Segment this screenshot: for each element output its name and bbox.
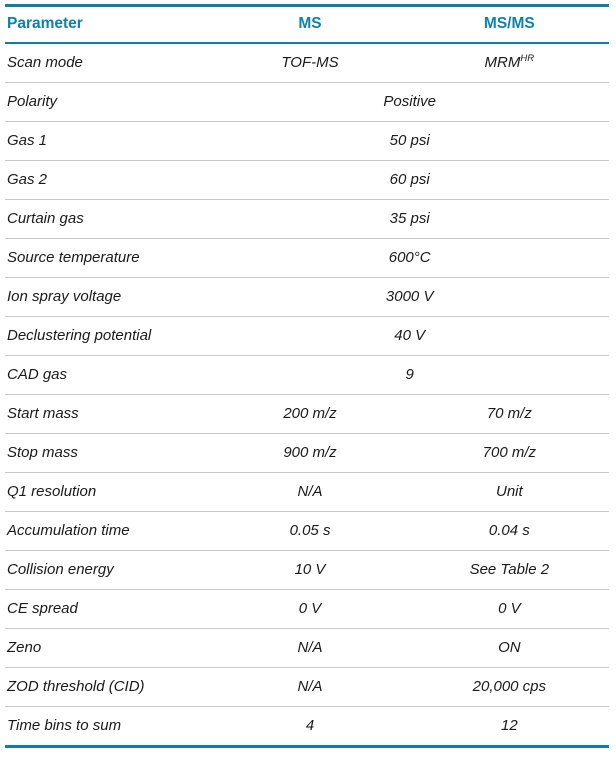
value-superscript: HR [520, 53, 535, 64]
msms-value-cell: MRMHR [409, 43, 609, 83]
table-row: Declustering potential 40 V [5, 316, 609, 356]
table-row: Ion spray voltage 3000 V [5, 277, 609, 317]
ms-value-cell: N/A [210, 667, 410, 707]
msms-value-cell: Unit [409, 472, 609, 512]
msms-value-cell: 0 V [409, 589, 609, 629]
parameter-name-cell: Gas 2 [5, 160, 211, 200]
parameter-name-cell: Accumulation time [5, 511, 211, 551]
table-row: Collision energy 10 V See Table 2 [5, 550, 609, 590]
table-row: Polarity Positive [5, 82, 609, 122]
msms-value-cell: 20,000 cps [409, 667, 609, 707]
column-header-msms: MS/MS [409, 5, 609, 44]
table-row: Q1 resolution N/A Unit [5, 472, 609, 512]
shared-value-cell: 3000 V [210, 277, 609, 317]
ms-value-cell: 4 [305, 717, 315, 734]
parameter-name-cell: CE spread [5, 589, 211, 629]
shared-value-cell: 60 psi [210, 160, 609, 200]
table-row: Gas 1 50 psi [5, 121, 609, 161]
table-row: Accumulation time 0.05 s 0.04 s [5, 511, 609, 551]
shared-value-cell: 50 psi [210, 121, 609, 161]
table-body: Scan mode TOF-MS MRMHR Polarity Positive Gas … [5, 43, 609, 747]
parameter-name-cell: Polarity [5, 82, 211, 122]
table-row: Scan mode TOF-MS MRMHR [5, 43, 609, 83]
parameter-name-cell: Declustering potential [5, 316, 211, 356]
table-row: Curtain gas 35 psi [5, 199, 609, 239]
shared-value-cell: 35 psi [210, 199, 609, 239]
parameter-name-cell: Zeno [5, 628, 211, 668]
parameter-name-cell: Scan mode [5, 43, 211, 83]
msms-value-cell: 0.04 s [409, 511, 609, 551]
ms-value-cell: 0.05 s [210, 511, 410, 551]
table-row: Time bins to sum 4 12 [5, 707, 609, 747]
msms-value-cell: 12 [500, 717, 518, 734]
column-header-ms: MS [210, 5, 410, 44]
parameter-name-cell: Source temperature [5, 238, 211, 278]
parameter-name-cell: Time bins to sum [7, 717, 122, 734]
shared-value-cell: 600°C [210, 238, 609, 278]
ms-value-cell: 900 m/z [210, 433, 410, 473]
parameter-name-cell: ZOD threshold (CID) [5, 667, 211, 707]
shared-value-cell: 9 [210, 355, 609, 395]
shared-value-cell: Positive [210, 82, 609, 122]
parameter-name-cell: Stop mass [5, 433, 211, 473]
column-header-parameter: Parameter [5, 5, 211, 44]
parameter-name-cell: Start mass [5, 394, 211, 434]
ms-value-cell: TOF-MS [210, 43, 410, 83]
parameter-name-cell: Ion spray voltage [5, 277, 211, 317]
ms-value-cell: N/A [210, 472, 410, 512]
table-row: Stop mass 900 m/z 700 m/z [5, 433, 609, 473]
msms-value-cell: 70 m/z [409, 394, 609, 434]
parameter-name-cell: Q1 resolution [5, 472, 211, 512]
table-row: Start mass 200 m/z 70 m/z [5, 394, 609, 434]
ms-value-cell: 0 V [210, 589, 410, 629]
header-row: Parameter MS MS/MS [5, 5, 609, 44]
ms-value-cell: 10 V [210, 550, 410, 590]
parameter-name-cell: CAD gas [5, 355, 211, 395]
ms-value-cell: 200 m/z [210, 394, 410, 434]
shared-value-cell: 40 V [210, 316, 609, 356]
value-text: MRM [484, 54, 521, 71]
ms-value-cell: N/A [210, 628, 410, 668]
table-row: ZOD threshold (CID) N/A 20,000 cps [5, 667, 609, 707]
parameter-name-cell: Gas 1 [5, 121, 211, 161]
table-row: Source temperature 600°C [5, 238, 609, 278]
msms-value-cell: 700 m/z [409, 433, 609, 473]
parameter-name-cell: Curtain gas [5, 199, 211, 239]
table-row: CAD gas 9 [5, 355, 609, 395]
msms-value-cell: ON [409, 628, 609, 668]
table-row: Gas 2 60 psi [5, 160, 609, 200]
table-row: Zeno N/A ON [5, 628, 609, 668]
ms-parameters-table: Parameter MS MS/MS Scan mode TOF-MS MRMHR P… [5, 4, 609, 748]
parameter-name-cell: Collision energy [5, 550, 211, 590]
msms-value-cell: See Table 2 [409, 550, 609, 590]
